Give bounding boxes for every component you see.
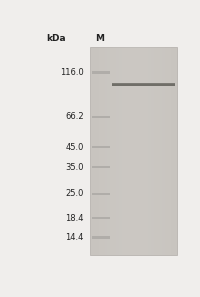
Bar: [112, 83, 175, 84]
Bar: [112, 83, 175, 86]
Bar: [139, 47, 142, 255]
Text: kDa: kDa: [46, 34, 66, 43]
Text: 14.4: 14.4: [66, 233, 84, 242]
Bar: [157, 47, 160, 255]
Bar: [134, 47, 136, 255]
Bar: [96, 47, 99, 255]
Bar: [110, 47, 113, 255]
Text: 25.0: 25.0: [66, 189, 84, 198]
Bar: [92, 193, 110, 195]
Bar: [160, 47, 162, 255]
Bar: [128, 47, 131, 255]
Bar: [148, 47, 151, 255]
Bar: [92, 217, 110, 219]
Bar: [107, 47, 110, 255]
Bar: [105, 47, 107, 255]
Bar: [136, 47, 139, 255]
Text: 35.0: 35.0: [65, 163, 84, 172]
Bar: [171, 47, 174, 255]
Bar: [92, 166, 110, 168]
Bar: [145, 47, 148, 255]
Bar: [165, 47, 168, 255]
Bar: [92, 116, 110, 118]
Bar: [174, 47, 177, 255]
Text: 18.4: 18.4: [65, 214, 84, 222]
Bar: [102, 47, 105, 255]
Bar: [162, 47, 165, 255]
Bar: [168, 47, 171, 255]
Bar: [92, 146, 110, 148]
Bar: [90, 47, 93, 255]
Bar: [122, 47, 125, 255]
Text: 45.0: 45.0: [66, 143, 84, 152]
Bar: [90, 47, 177, 255]
Bar: [92, 71, 110, 74]
Bar: [125, 47, 128, 255]
Bar: [154, 47, 157, 255]
Bar: [113, 47, 116, 255]
Bar: [131, 47, 134, 255]
Text: 66.2: 66.2: [65, 112, 84, 121]
Text: 116.0: 116.0: [60, 68, 84, 77]
Bar: [119, 47, 122, 255]
Bar: [151, 47, 154, 255]
Bar: [116, 47, 119, 255]
Text: M: M: [95, 34, 104, 43]
Bar: [99, 47, 102, 255]
Bar: [92, 236, 110, 238]
Bar: [93, 47, 96, 255]
Bar: [142, 47, 145, 255]
